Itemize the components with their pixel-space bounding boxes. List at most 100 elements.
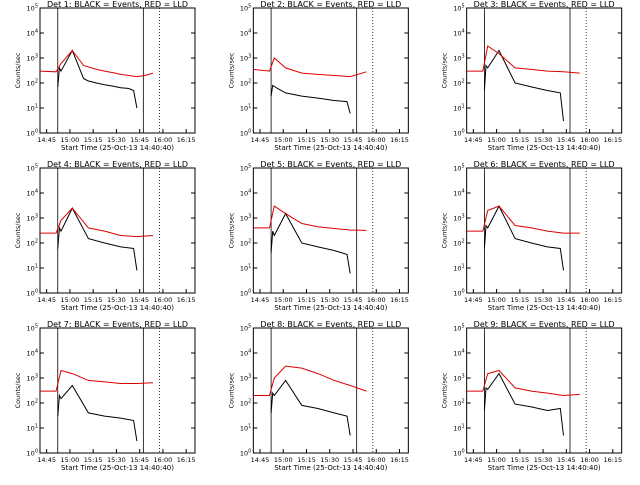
x-tick-label: 16:15 <box>390 456 409 464</box>
x-tick-label: 16:15 <box>603 296 622 304</box>
y-tick-label: 103 <box>27 214 38 223</box>
y-axis-label: Counts/sec <box>14 212 22 248</box>
y-tick-label: 104 <box>240 29 251 38</box>
x-axis-label: Start Time (25-Oct-13 14:40:40) <box>274 304 387 312</box>
y-tick-label: 104 <box>27 349 38 358</box>
y-tick-label: 100 <box>453 289 464 298</box>
detector-panel-9: Det 9: BLACK = Events, RED = LLD 100 101 10… <box>441 320 623 472</box>
y-tick-label: 101 <box>27 424 38 433</box>
x-axis-label: Start Time (25-Oct-13 14:40:40) <box>61 144 174 152</box>
x-tick-label: 15:15 <box>510 136 529 144</box>
x-tick-label: 15:30 <box>320 296 339 304</box>
y-axis-label: Counts/sec <box>441 52 449 88</box>
x-tick-label: 15:15 <box>297 296 316 304</box>
x-tick-label: 15:45 <box>557 456 576 464</box>
plot-title: Det 8: BLACK = Events, RED = LLD <box>260 320 401 329</box>
x-tick-label: 15:15 <box>84 136 103 144</box>
y-axis-label: Counts/sec <box>441 372 449 408</box>
x-tick-label: 15:30 <box>107 136 126 144</box>
y-tick-label: 104 <box>453 29 464 38</box>
series-line-events <box>483 49 564 122</box>
y-tick-label: 100 <box>240 449 251 458</box>
x-tick-label: 14:45 <box>464 456 483 464</box>
x-axis-label: Start Time (25-Oct-13 14:40:40) <box>61 304 174 312</box>
x-tick-label: 15:30 <box>107 296 126 304</box>
x-tick-label: 15:45 <box>344 296 363 304</box>
x-tick-label: 14:45 <box>37 136 56 144</box>
x-tick-label: 15:30 <box>534 136 553 144</box>
y-tick-label: 105 <box>453 164 464 173</box>
x-tick-label: 16:00 <box>154 136 173 144</box>
y-tick-label: 100 <box>240 129 251 138</box>
y-tick-label: 104 <box>27 29 38 38</box>
y-tick-label: 103 <box>240 214 251 223</box>
x-tick-label: 14:45 <box>37 296 56 304</box>
x-tick-label: 15:45 <box>130 136 149 144</box>
x-tick-label: 15:00 <box>61 296 80 304</box>
plot-frame <box>252 167 409 294</box>
x-tick-label: 15:00 <box>274 456 293 464</box>
y-tick-label: 100 <box>27 289 38 298</box>
series-line-lld <box>253 57 367 78</box>
x-tick-label: 14:45 <box>251 456 270 464</box>
y-tick-label: 102 <box>27 399 38 408</box>
y-tick-label: 101 <box>453 264 464 273</box>
plot-frame <box>466 7 623 134</box>
y-tick-label: 101 <box>27 104 38 113</box>
x-tick-label: 15:00 <box>274 136 293 144</box>
y-tick-label: 103 <box>240 54 251 63</box>
plot-title: Det 6: BLACK = Events, RED = LLD <box>474 160 615 169</box>
x-tick-label: 15:45 <box>557 296 576 304</box>
series-line-lld <box>466 45 580 74</box>
x-tick-label: 14:45 <box>464 296 483 304</box>
x-tick-label: 16:00 <box>580 456 599 464</box>
plot-frame <box>252 327 409 454</box>
plot-title: Det 7: BLACK = Events, RED = LLD <box>47 320 188 329</box>
y-tick-label: 100 <box>27 449 38 458</box>
y-tick-label: 102 <box>27 79 38 88</box>
y-tick-label: 103 <box>240 374 251 383</box>
series-line-events <box>483 372 564 436</box>
series-line-events <box>57 384 138 442</box>
y-axis-label: Counts/sec <box>227 372 235 408</box>
x-tick-label: 16:15 <box>390 296 409 304</box>
x-tick-label: 14:45 <box>464 136 483 144</box>
y-tick-label: 105 <box>27 4 38 13</box>
y-tick-label: 101 <box>240 264 251 273</box>
y-axis-label: Counts/sec <box>441 212 449 248</box>
y-tick-label: 100 <box>453 129 464 138</box>
x-tick-label: 15:00 <box>487 296 506 304</box>
x-tick-label: 15:00 <box>61 136 80 144</box>
plot-frame <box>39 167 196 294</box>
detector-panel-1: Det 1: BLACK = Events, RED = LLD 100 101 10… <box>14 0 196 152</box>
x-tick-label: 16:15 <box>603 136 622 144</box>
x-axis-label: Start Time (25-Oct-13 14:40:40) <box>488 464 601 472</box>
y-tick-label: 100 <box>27 129 38 138</box>
x-axis-label: Start Time (25-Oct-13 14:40:40) <box>274 144 387 152</box>
detector-panel-3: Det 3: BLACK = Events, RED = LLD 100 101 10… <box>441 0 623 152</box>
x-tick-label: 15:15 <box>297 136 316 144</box>
y-tick-label: 105 <box>27 324 38 333</box>
x-tick-label: 14:45 <box>251 296 270 304</box>
x-tick-label: 15:45 <box>344 136 363 144</box>
y-tick-label: 105 <box>240 324 251 333</box>
detector-panel-2: Det 2: BLACK = Events, RED = LLD 100 101 10… <box>227 0 409 152</box>
plot-frame <box>39 327 196 454</box>
x-tick-label: 16:15 <box>390 136 409 144</box>
x-tick-label: 15:45 <box>130 296 149 304</box>
y-tick-label: 105 <box>453 324 464 333</box>
x-tick-label: 16:00 <box>580 296 599 304</box>
detector-panel-7: Det 7: BLACK = Events, RED = LLD 100 101 10… <box>14 320 196 472</box>
x-tick-label: 15:45 <box>130 456 149 464</box>
y-tick-label: 102 <box>453 239 464 248</box>
y-tick-label: 104 <box>27 189 38 198</box>
y-tick-label: 104 <box>240 189 251 198</box>
series-line-lld <box>40 369 154 392</box>
y-tick-label: 103 <box>453 54 464 63</box>
plot-title: Det 9: BLACK = Events, RED = LLD <box>474 320 615 329</box>
x-tick-label: 15:15 <box>84 456 103 464</box>
detector-panel-5: Det 5: BLACK = Events, RED = LLD 100 101 10… <box>227 160 409 312</box>
y-tick-label: 105 <box>453 4 464 13</box>
